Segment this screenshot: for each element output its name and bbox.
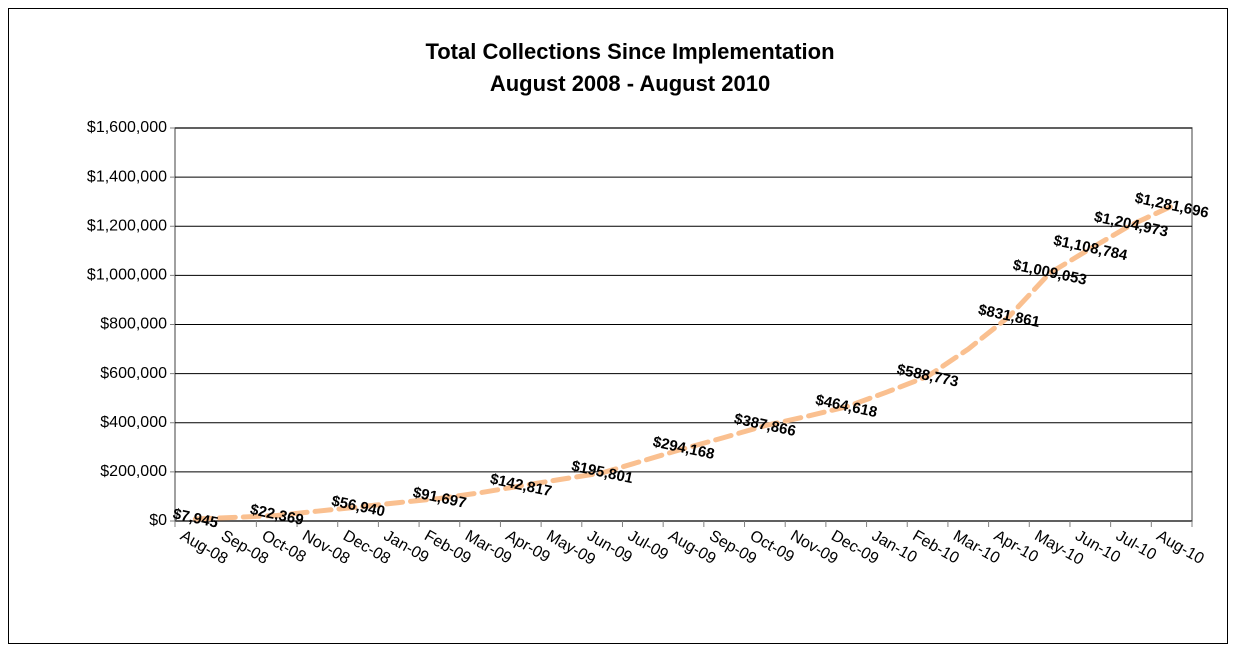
line: [192, 203, 1175, 522]
y-tick-label: $1,600,000: [87, 119, 167, 136]
chart-subtitle: August 2008 - August 2010: [490, 71, 770, 96]
y-tick-label: $200,000: [100, 463, 167, 480]
y-tick-label: $0: [149, 512, 167, 529]
y-tick-label: $1,000,000: [87, 267, 167, 284]
y-tick-label: $1,200,000: [87, 217, 167, 234]
y-tick-label: $600,000: [100, 365, 167, 382]
y-tick-label: $800,000: [100, 316, 167, 333]
y-tick-label: $1,400,000: [87, 168, 167, 185]
y-tick-label: $400,000: [100, 414, 167, 431]
chart-title: Total Collections Since Implementation: [425, 39, 834, 64]
